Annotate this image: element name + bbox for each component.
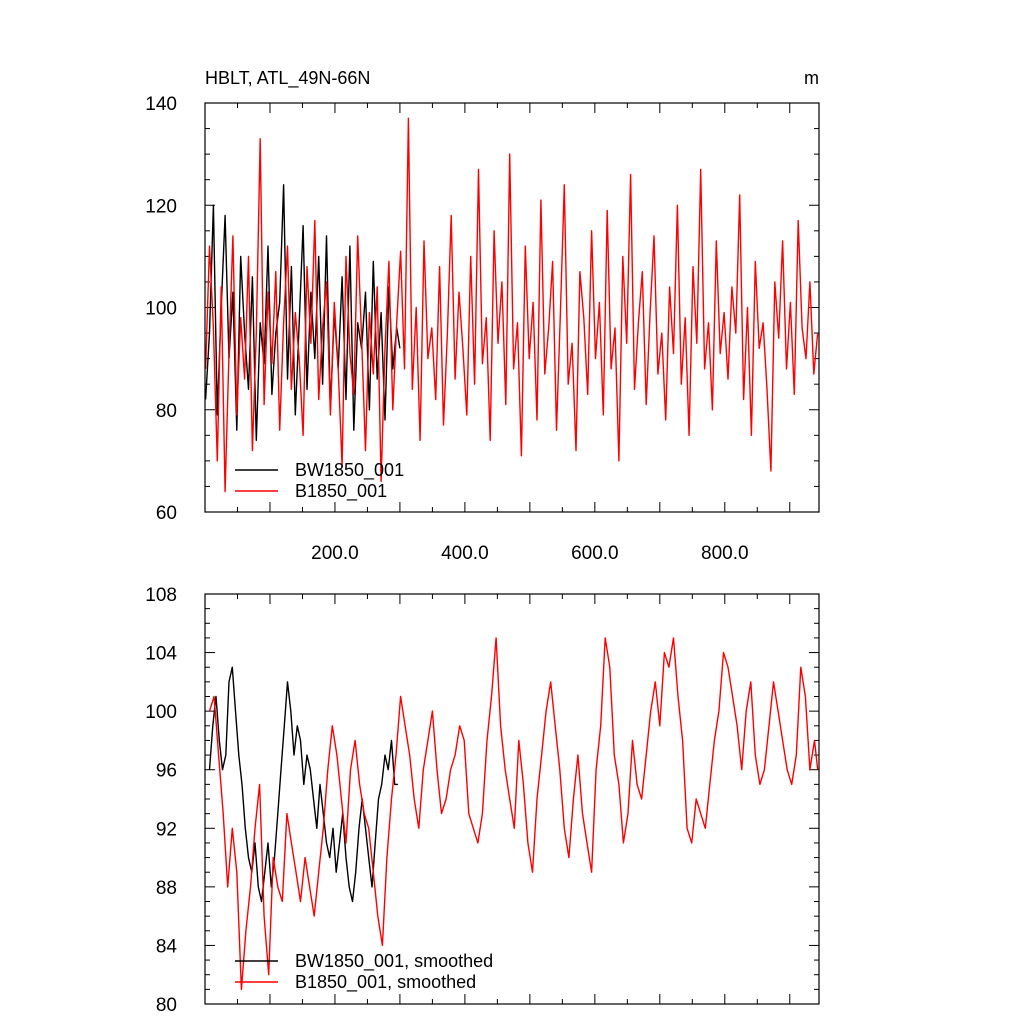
- series-lines: [204, 117, 819, 493]
- y-tick-labels: 60 80 100 120 140: [145, 94, 177, 524]
- x-tick-label: 200.0: [311, 543, 359, 564]
- series-line-2: [208, 637, 819, 991]
- series-line-1: [208, 666, 398, 903]
- y-tick-label: 140: [145, 94, 177, 115]
- y-tick-label: 60: [156, 503, 177, 524]
- y-tick-label: 80: [156, 995, 177, 1016]
- units-label: m: [804, 68, 819, 88]
- y-tick-label: 120: [145, 196, 177, 217]
- x-tick-labels: 200.0 400.0 600.0 800.0: [311, 543, 748, 564]
- bottom-panel: 80 84 88 92 96 100 104 108 BW1850_001, smoothed…: [145, 585, 820, 1016]
- legend-label: B1850_001: [295, 481, 387, 502]
- top-panel: HBLT, ATL_49N-66N m 60 80 100 120 140 200.0 4…: [145, 68, 820, 564]
- y-tick-label: 100: [145, 299, 177, 320]
- series-line-2: [204, 117, 819, 493]
- y-tick-label: 88: [156, 878, 177, 899]
- chart-title: HBLT, ATL_49N-66N: [205, 68, 370, 89]
- series-lines: [208, 637, 819, 991]
- plot-frame: [204, 593, 820, 1005]
- x-tick-label: 400.0: [441, 543, 489, 564]
- legend-label: B1850_001, smoothed: [295, 972, 476, 993]
- y-tick-label: 96: [156, 761, 177, 782]
- y-tick-label: 84: [156, 936, 178, 957]
- y-tick-label: 104: [145, 644, 177, 665]
- y-tick-labels: 80 84 88 92 96 100 104 108: [145, 585, 177, 1016]
- y-tick-label: 80: [156, 401, 177, 422]
- plot-frame: [204, 102, 820, 513]
- legend-label: BW1850_001: [295, 460, 404, 481]
- y-tick-label: 92: [156, 819, 177, 840]
- y-tick-label: 100: [145, 702, 177, 723]
- y-tick-label: 108: [145, 585, 177, 606]
- x-tick-label: 800.0: [701, 543, 749, 564]
- x-tick-label: 600.0: [571, 543, 619, 564]
- legend-label: BW1850_001, smoothed: [295, 951, 493, 972]
